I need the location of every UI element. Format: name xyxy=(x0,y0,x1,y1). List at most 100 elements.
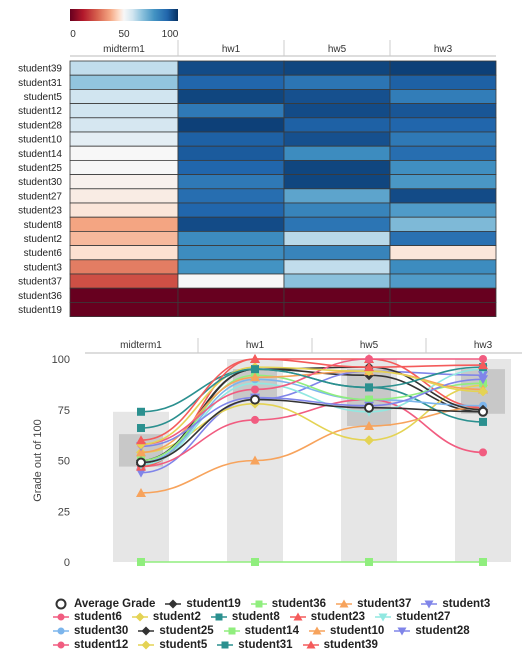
legend-marker-icon xyxy=(53,641,69,649)
legend-item[interactable]: student31 xyxy=(216,638,293,652)
heatmap-row-label: student12 xyxy=(18,106,62,117)
y-axis-title: Grade out of 100 xyxy=(32,419,44,502)
legend-marker-icon xyxy=(210,613,227,621)
legend-row: student12 student5 student31 student39 xyxy=(52,638,522,652)
legend-marker-icon xyxy=(250,600,267,608)
legend-label: student12 xyxy=(74,638,129,651)
heatmap-row-label: student14 xyxy=(18,149,62,160)
legend-item[interactable]: student3 xyxy=(420,597,490,611)
legend-item[interactable]: student39 xyxy=(302,638,378,652)
series-line xyxy=(140,366,484,429)
data-point xyxy=(137,558,145,566)
heatmap-column-label: midterm1 xyxy=(103,44,145,55)
line-chart-category-label: hw3 xyxy=(474,340,493,351)
legend-symbol xyxy=(312,626,322,635)
legend-item[interactable]: Average Grade xyxy=(52,597,155,611)
legend-item[interactable]: student12 xyxy=(52,638,128,652)
y-tick-label: 0 xyxy=(64,557,70,569)
heatmap-row-label: student39 xyxy=(18,64,62,75)
legend-item[interactable]: student27 xyxy=(374,611,450,625)
data-point xyxy=(136,457,146,468)
data-point xyxy=(365,383,373,392)
heatmap-row-label: student28 xyxy=(18,120,62,131)
series-line xyxy=(140,406,484,494)
data-point xyxy=(365,395,373,404)
series-student39 xyxy=(136,354,488,445)
legend-label: student36 xyxy=(271,597,327,610)
legend-symbol xyxy=(424,600,434,609)
data-point xyxy=(250,354,260,363)
legend-marker-icon xyxy=(138,626,155,636)
data-point xyxy=(365,558,373,566)
legend-label: student10 xyxy=(329,624,385,637)
series-average-grade xyxy=(136,394,488,468)
legend-symbol xyxy=(397,627,407,636)
colorbar-tick-label: 0 xyxy=(70,29,76,40)
line-chart-category-label: hw1 xyxy=(246,340,265,351)
legend-marker-icon xyxy=(421,600,438,609)
data-point xyxy=(478,360,488,370)
legend-item[interactable]: student37 xyxy=(335,597,411,611)
heatmap-column-label: hw1 xyxy=(222,44,241,55)
data-point xyxy=(364,402,374,413)
heatmap-column-label: hw5 xyxy=(328,44,347,55)
legend-item[interactable]: student19 xyxy=(164,597,241,611)
series-student37 xyxy=(136,402,488,497)
legend-label: student39 xyxy=(323,638,378,651)
data-point xyxy=(364,420,374,430)
data-point xyxy=(250,394,260,405)
legend-marker-icon xyxy=(375,613,392,622)
legend-symbol xyxy=(228,627,236,635)
line-chart-category-label: hw5 xyxy=(360,340,379,351)
line-chart: midterm1 hw1 hw5 hw3 0 25 50 75 100 Grade out of … xyxy=(32,338,522,569)
heatmap-row-label: student30 xyxy=(18,177,62,188)
data-point xyxy=(251,385,259,394)
heatmap-row-label: student31 xyxy=(18,78,62,89)
colorbar: 0 50 100 xyxy=(70,9,179,40)
legend-marker-icon xyxy=(289,612,306,621)
legend-label: student5 xyxy=(159,638,208,651)
legend-label: student6 xyxy=(74,611,122,624)
legend-item[interactable]: student5 xyxy=(137,638,207,652)
colorbar-tick-label: 100 xyxy=(162,29,179,40)
data-point xyxy=(365,355,373,363)
data-point xyxy=(479,448,487,457)
heatmap-row-label: student3 xyxy=(24,262,63,273)
legend-symbol xyxy=(168,599,178,609)
legend-item[interactable]: student25 xyxy=(137,624,214,638)
y-tick-label: 100 xyxy=(52,354,70,366)
legend-marker-icon xyxy=(53,627,69,635)
legend-marker-icon xyxy=(302,640,319,649)
legend-marker-icon xyxy=(53,613,69,621)
legend-label: Average Grade xyxy=(74,597,156,610)
legend-item[interactable]: student14 xyxy=(223,624,299,638)
legend-item[interactable]: student36 xyxy=(250,597,326,611)
legend-marker-icon xyxy=(217,641,234,649)
heatmap-row-label: student10 xyxy=(18,135,62,146)
legend-item[interactable]: student2 xyxy=(131,611,201,625)
colorbar-tick-label: 50 xyxy=(118,29,130,40)
heatmap-row-label: student2 xyxy=(24,234,63,245)
legend-item[interactable]: student8 xyxy=(210,611,280,625)
legend-marker-icon xyxy=(55,598,67,610)
series-line xyxy=(140,366,484,446)
legend-marker-icon xyxy=(394,627,411,636)
legend-marker-icon xyxy=(223,627,240,635)
legend-item[interactable]: student6 xyxy=(52,611,122,625)
legend-symbol xyxy=(306,640,316,649)
legend-item[interactable]: student10 xyxy=(308,624,384,638)
series-line xyxy=(140,378,484,464)
heatmap-column-label: hw3 xyxy=(434,44,453,55)
data-point xyxy=(250,455,260,465)
legend-marker-icon xyxy=(138,640,155,650)
heatmap-row-label: student5 xyxy=(24,92,63,103)
legend-item[interactable]: student28 xyxy=(393,624,470,638)
data-point xyxy=(479,355,487,363)
series-line xyxy=(140,384,484,454)
data-point xyxy=(251,365,259,374)
legend-item[interactable]: student23 xyxy=(289,611,365,625)
heatmap-cell xyxy=(389,301,497,317)
series-line xyxy=(140,378,484,448)
legend-item[interactable]: student30 xyxy=(52,624,128,638)
data-point xyxy=(137,424,145,433)
